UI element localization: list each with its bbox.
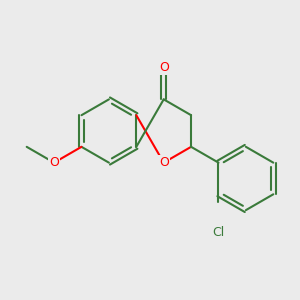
- Text: O: O: [159, 156, 169, 169]
- Text: Cl: Cl: [212, 226, 225, 239]
- Text: O: O: [159, 61, 169, 74]
- Text: O: O: [49, 156, 59, 169]
